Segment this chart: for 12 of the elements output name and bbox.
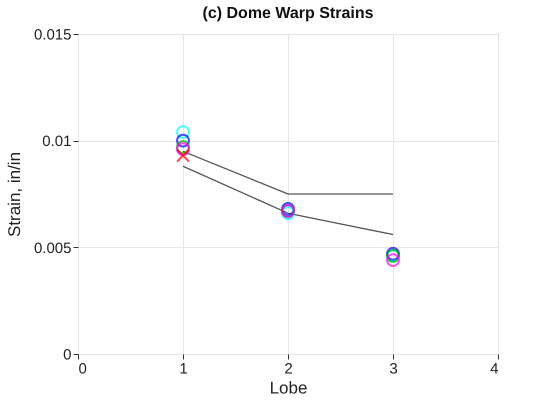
y-tick-label: 0.005	[34, 240, 72, 257]
x-tick-label: 1	[179, 360, 188, 378]
x-tick-label: 0	[78, 360, 87, 378]
x-tick-label: 4	[490, 360, 498, 378]
y-tick-label: 0	[63, 346, 72, 364]
y-axis-title: Strain, in/in	[4, 152, 24, 238]
y-tick-label: 0.015	[34, 26, 72, 44]
x-axis-title: Lobe	[270, 378, 308, 398]
x-tick-label: 3	[389, 360, 398, 378]
y-tick-label: 0.01	[42, 133, 72, 150]
chart-title: (c) Dome Warp Strains	[202, 5, 374, 22]
x-tick-label: 2	[284, 360, 293, 378]
